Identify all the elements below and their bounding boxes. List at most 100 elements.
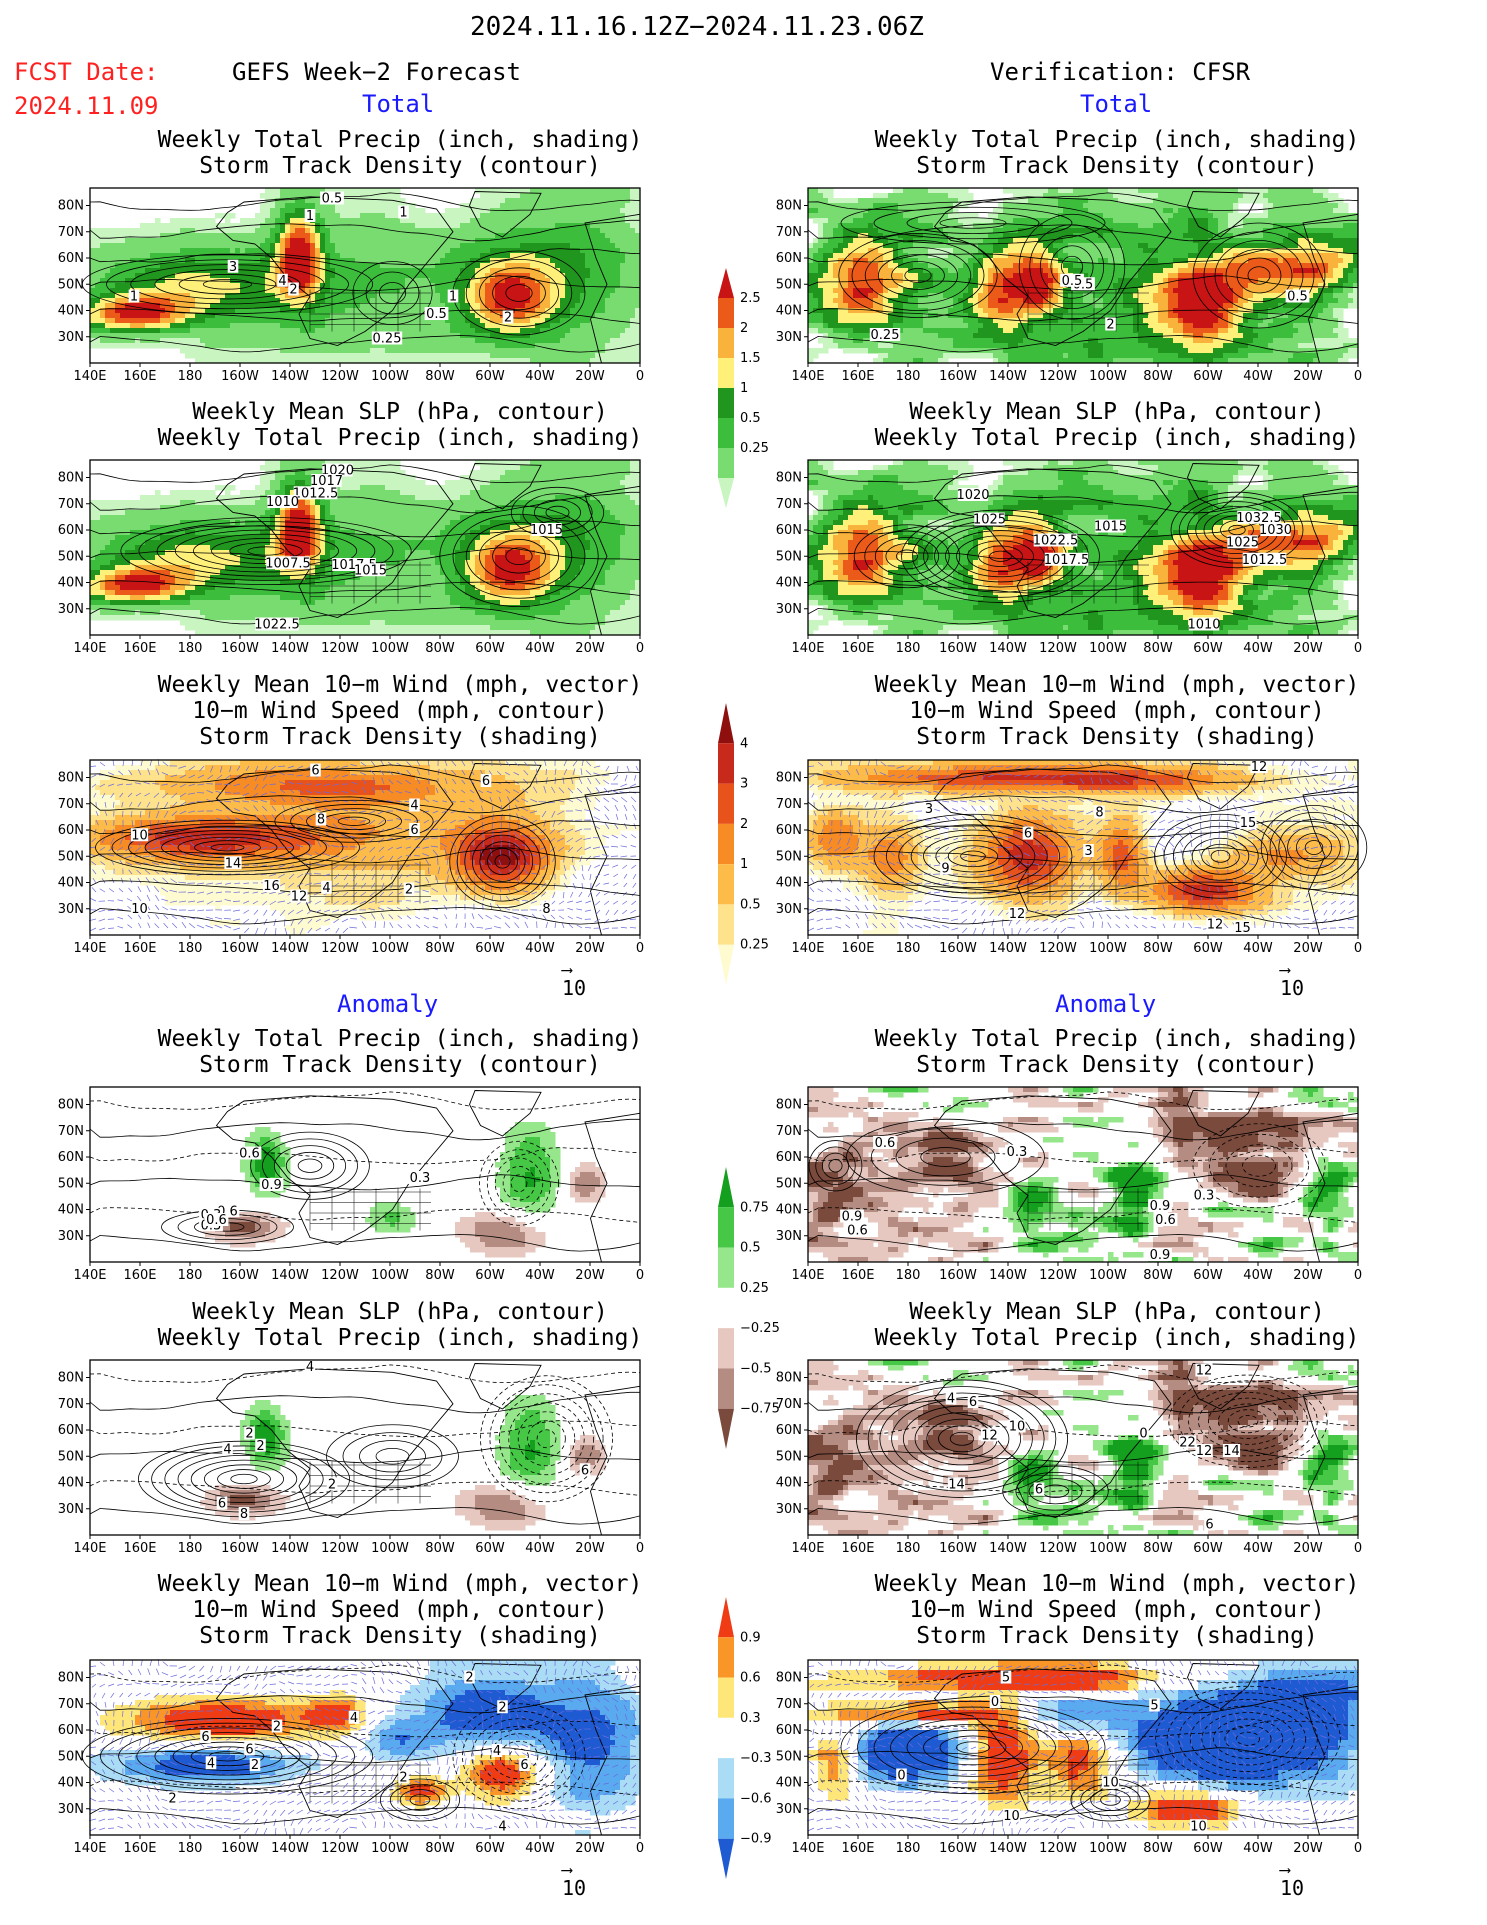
contour-label: 2 <box>288 282 299 298</box>
x-tick-label: 160W <box>221 1541 259 1556</box>
colorbar-swatch <box>718 1287 734 1329</box>
y-tick-label: 50N <box>776 1749 802 1764</box>
colorbar-label: 2.5 <box>740 291 761 306</box>
svg-text:1: 1 <box>399 206 407 221</box>
x-tick-label: 120W <box>1039 369 1077 384</box>
x-tick-label: 80W <box>1143 1268 1173 1283</box>
y-tick-label: 40N <box>58 304 84 319</box>
x-tick-label: 100W <box>371 1541 409 1556</box>
contour-label: 3 <box>227 259 239 275</box>
colorbar-swatch <box>718 1247 734 1288</box>
y-tick-label: 50N <box>58 1749 84 1764</box>
contour-label: 1 <box>304 209 316 224</box>
x-tick-label: 20W <box>1293 941 1323 956</box>
contour-label: 12 <box>1195 1444 1213 1459</box>
contour-label: 4 <box>304 1360 316 1375</box>
vector-reference-R6: ⟶ 10 <box>1280 1862 1304 1901</box>
y-tick-label: 80N <box>58 1671 84 1686</box>
y-tick-label: 60N <box>58 823 84 838</box>
y-tick-label: 50N <box>776 277 802 292</box>
x-tick-label: 40W <box>1243 1268 1273 1283</box>
x-tick-label: 120W <box>321 1841 359 1856</box>
contour-label: 6 <box>480 774 492 789</box>
verification-total-wind-map: 12 3 6 8 9 12 15 12 3 15 80N 70N 60N 50N 40N 30N 140E 160… <box>776 759 1368 956</box>
contour-label: 9 <box>940 861 951 877</box>
contours <box>807 1091 1359 1252</box>
contour-label: 0.9 <box>259 1178 284 1193</box>
x-tick-label: 40W <box>1243 369 1273 384</box>
x-tick-label: 120W <box>321 641 359 656</box>
contour-label: 1030 <box>1259 523 1292 538</box>
contour-label: 6 <box>519 1758 530 1773</box>
contours <box>807 192 1359 353</box>
y-tick-label: 50N <box>776 549 802 564</box>
contour-label: 6 <box>200 1730 211 1745</box>
contour-label: 2 <box>271 1719 283 1735</box>
contour-label: 8 <box>541 901 552 917</box>
y-tick-label: 70N <box>58 797 84 812</box>
contour-label: 5 <box>1149 1698 1160 1714</box>
x-tick-label: 140E <box>791 1841 824 1856</box>
colorbar-swatch <box>718 1798 734 1839</box>
y-tick-label: 30N <box>776 602 802 617</box>
x-tick-label: 100W <box>371 1841 409 1856</box>
colorbar-swatch <box>718 328 734 358</box>
vector-reference-L3: ⟶ 10 <box>562 962 586 1001</box>
contour-label: 1020 <box>956 488 990 503</box>
x-tick-label: 120W <box>1039 1268 1077 1283</box>
contour-label: 0.3 <box>1005 1144 1029 1160</box>
x-tick-label: 0 <box>1354 1841 1362 1856</box>
title-R6: Weekly Mean 10−m Wind (mph, vector) 10−m … <box>797 1571 1437 1649</box>
x-tick-label: 20W <box>575 641 605 656</box>
contour-label: 6 <box>244 1742 255 1757</box>
x-tick-label: 160W <box>939 1541 977 1556</box>
x-tick-label: 40W <box>1243 941 1273 956</box>
shading-field <box>808 1087 1359 1263</box>
x-tick-label: 180 <box>178 641 203 656</box>
x-tick-label: 40W <box>525 941 555 956</box>
contour-label: 1022.5 <box>254 617 300 633</box>
x-tick-label: 140W <box>271 1541 309 1556</box>
map-frame <box>807 459 1359 636</box>
x-tick-label: 160W <box>939 641 977 656</box>
x-tick-label: 160E <box>123 1841 156 1856</box>
colorbar-swatch <box>718 358 734 388</box>
contours <box>89 764 641 925</box>
x-tick-label: 140W <box>989 1841 1027 1856</box>
contour-label: 15 <box>1239 816 1257 831</box>
x-tick-label: 60W <box>475 641 505 656</box>
title-R1: Weekly Total Precip (inch, shading) Storm… <box>797 127 1437 179</box>
map-frame <box>89 1086 641 1263</box>
right-anomaly-heading: Anomaly <box>1055 990 1156 1018</box>
contour-label: 22 <box>1178 1435 1197 1450</box>
x-tick-label: 40W <box>525 1541 555 1556</box>
x-tick-label: 0 <box>1354 1541 1362 1556</box>
left-anomaly-heading: Anomaly <box>337 990 438 1018</box>
x-tick-label: 60W <box>475 941 505 956</box>
x-tick-label: 120W <box>1039 641 1077 656</box>
x-tick-label: 160W <box>221 941 259 956</box>
contour-label: 1015 <box>354 563 387 578</box>
verification-total-slp-precip-map: 102010251022.51017.510151032.51030102510… <box>776 459 1362 656</box>
contour-label: 2 <box>1105 317 1116 333</box>
x-tick-label: 160W <box>939 369 977 384</box>
contour-label: 12 <box>290 889 308 905</box>
anomaly-storm-density-colorbar: 0.9 0.6 0.3 −0.3 −0.6 −0.9 <box>718 1597 772 1879</box>
colorbar-label: 0.5 <box>740 1241 761 1256</box>
contour-label: 4 <box>409 798 420 814</box>
x-tick-label: 140E <box>791 641 824 656</box>
colorbar-swatch <box>718 1408 734 1449</box>
x-tick-label: 140E <box>73 369 106 384</box>
y-tick-label: 80N <box>58 1371 84 1386</box>
contours <box>81 1664 641 1825</box>
contour-label: 0.6 <box>1153 1213 1178 1228</box>
y-tick-label: 40N <box>58 1476 84 1491</box>
y-tick-label: 40N <box>776 1776 802 1791</box>
contour-label: 0.6 <box>845 1223 870 1239</box>
x-tick-label: 160W <box>221 369 259 384</box>
x-tick-label: 140E <box>73 1541 106 1556</box>
contour-label: 2 <box>255 1438 266 1454</box>
y-tick-label: 40N <box>776 304 802 319</box>
x-tick-label: 0 <box>1354 369 1362 384</box>
